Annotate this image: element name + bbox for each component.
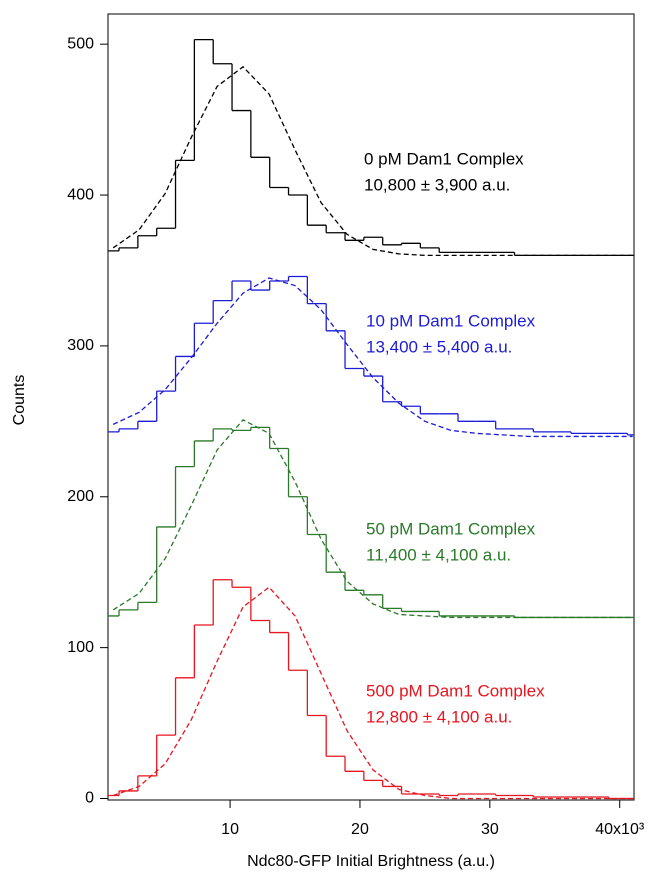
y-axis-label: Counts xyxy=(11,375,28,426)
y-tick-label: 100 xyxy=(67,639,94,656)
series-label: 10 pM Dam1 Complex xyxy=(366,311,536,330)
x-tick-label: 20 xyxy=(351,821,369,838)
fit-curve xyxy=(112,419,633,619)
x-tick-label: 30 xyxy=(481,821,499,838)
fit-curve xyxy=(112,586,633,800)
series-annotation: 13,400 ± 5,400 a.u. xyxy=(366,337,512,356)
y-tick-label: 500 xyxy=(67,35,94,52)
y-tick-label: 300 xyxy=(67,337,94,354)
x-axis-label: Ndc80-GFP Initial Brightness (a.u.) xyxy=(247,853,495,870)
series-label: 0 pM Dam1 Complex xyxy=(364,149,524,168)
fit-curve xyxy=(112,65,633,257)
series-annotation: 12,800 ± 4,100 a.u. xyxy=(366,707,512,726)
y-tick-label: 400 xyxy=(67,186,94,203)
series-label: 50 pM Dam1 Complex xyxy=(366,519,536,538)
plot-frame xyxy=(107,13,635,801)
series-annotation: 10,800 ± 3,900 a.u. xyxy=(364,175,510,194)
x-tick-label: 10 xyxy=(221,821,239,838)
y-tick-label: 200 xyxy=(67,488,94,505)
series-label: 500 pM Dam1 Complex xyxy=(366,681,545,700)
series-annotation: 11,400 ± 4,100 a.u. xyxy=(366,545,511,564)
fit-curve xyxy=(112,277,633,438)
y-tick-label: 0 xyxy=(85,790,94,807)
plot-area xyxy=(108,38,634,800)
x-tick-label: 40x10³ xyxy=(595,821,645,838)
